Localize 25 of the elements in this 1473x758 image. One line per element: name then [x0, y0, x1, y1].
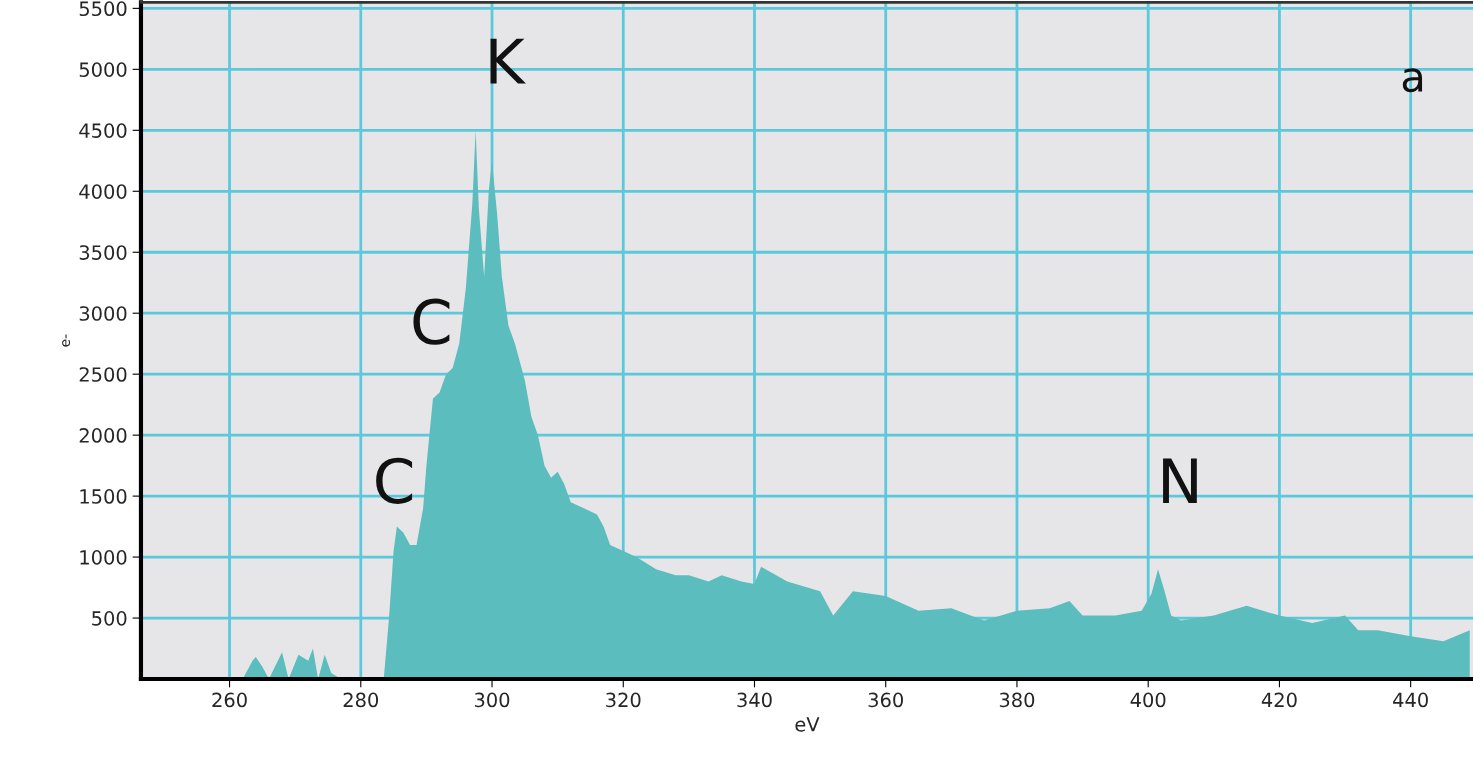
x-tick-label: 320: [606, 692, 641, 708]
x-tick-label: 440: [1393, 692, 1428, 708]
y-tick-label: 500: [92, 611, 127, 626]
y-tick-label: 3000: [79, 306, 127, 321]
x-tick-label: 360: [868, 692, 903, 708]
annotation: N: [1163, 458, 1197, 504]
y-tick-label: 2500: [79, 367, 127, 382]
y-tick-label: 4000: [79, 184, 127, 199]
y-tick-label: 1500: [80, 489, 127, 504]
x-tick-label: 280: [343, 692, 379, 708]
y-axis-title: e-: [62, 334, 71, 347]
x-tick-label: 380: [999, 692, 1035, 708]
x-tick-label: 400: [1130, 692, 1166, 708]
y-tick-label: 5000: [79, 62, 127, 77]
y-tick-label: 1000: [80, 550, 127, 565]
x-tick-label: 260: [212, 692, 247, 708]
x-tick-label: 420: [1261, 692, 1297, 708]
x-tick-label: 300: [474, 692, 510, 708]
y-tick-label: 5500: [79, 1, 127, 17]
x-axis-title: eV: [795, 717, 820, 732]
y-tick-label: 2000: [79, 428, 127, 443]
annotation: C: [376, 457, 413, 504]
y-tick-label: 4500: [79, 123, 127, 138]
y-tick-label: 3500: [79, 245, 127, 260]
x-tick-label: 340: [737, 692, 772, 708]
